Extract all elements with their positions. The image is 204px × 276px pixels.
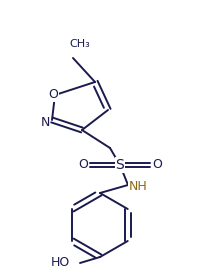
Text: HO: HO bbox=[51, 256, 70, 269]
Text: O: O bbox=[78, 158, 88, 171]
Text: CH₃: CH₃ bbox=[70, 39, 90, 49]
Text: O: O bbox=[152, 158, 162, 171]
Text: S: S bbox=[116, 158, 124, 172]
Text: N: N bbox=[40, 115, 50, 129]
Text: O: O bbox=[48, 89, 58, 102]
Text: NH: NH bbox=[129, 181, 147, 193]
